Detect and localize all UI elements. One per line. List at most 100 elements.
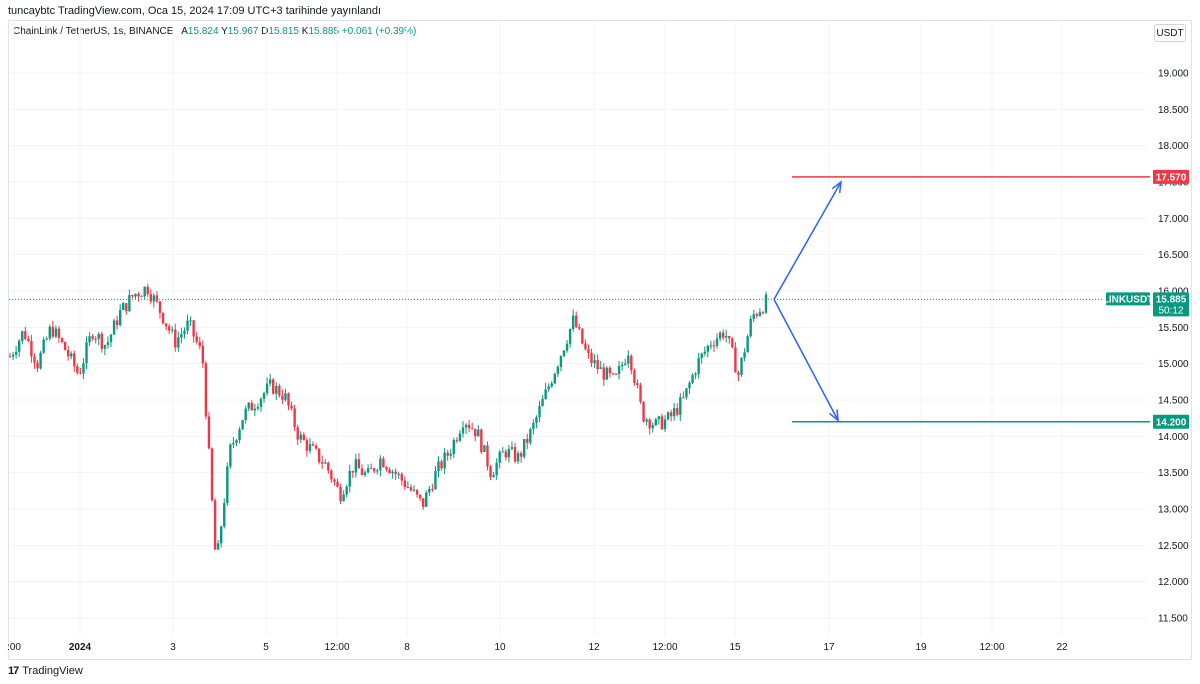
candle-body [504, 451, 508, 458]
candle-body [284, 393, 287, 400]
candle-body [761, 312, 765, 314]
candle-body [36, 362, 39, 369]
candle-body [590, 353, 593, 364]
ohlc-legend: ChainLink / TetherUS, 1s, BINANCE A15.82… [13, 26, 416, 37]
candle-body [633, 370, 636, 384]
candle-body [541, 399, 544, 407]
candle-body [639, 385, 642, 402]
candle-body [611, 373, 615, 375]
candle-body [122, 303, 125, 310]
candle-body [232, 442, 235, 445]
candle-body [275, 385, 278, 394]
candle-body [593, 360, 596, 364]
candle-body [268, 379, 272, 384]
candle-body [278, 385, 281, 396]
candle-body [498, 451, 501, 463]
candle-body [183, 330, 186, 334]
symbol-badge [1106, 292, 1150, 306]
close-value: 15.885 [308, 26, 340, 37]
candle-body [311, 444, 315, 446]
candle-body [492, 475, 495, 478]
candle-body [21, 331, 24, 341]
candle-body [709, 345, 713, 347]
candle-body [746, 336, 749, 353]
candle-body [186, 320, 189, 331]
candle-body [253, 408, 257, 411]
candle-body [669, 412, 673, 417]
candle-body [470, 428, 474, 430]
candle-body [418, 494, 422, 499]
candle-body [180, 333, 183, 338]
candle-body [581, 328, 584, 344]
currency-button[interactable]: USDT [1154, 24, 1186, 42]
candle-body [731, 338, 734, 348]
candle-body [85, 342, 88, 364]
candle-body [314, 445, 318, 449]
candle-body [115, 320, 119, 326]
candle-body [474, 428, 477, 437]
candle-body [458, 433, 462, 441]
candle-body [305, 440, 309, 451]
candle-body [636, 383, 639, 386]
candle-body [743, 352, 746, 358]
candle-body [357, 459, 361, 469]
candle-body [30, 340, 33, 357]
candle-body [663, 419, 667, 430]
candle-body [526, 439, 529, 443]
candle-body [51, 326, 55, 337]
symbol-title[interactable]: ChainLink / TetherUS, 1s, BINANCE [13, 26, 174, 37]
candle-body [103, 345, 107, 349]
candle-body [226, 466, 229, 504]
candle-body [229, 444, 232, 467]
candle-body [571, 315, 575, 330]
bar-countdown-label: 50:12 [1158, 305, 1183, 316]
candle-body [207, 416, 211, 449]
candles [8, 283, 768, 550]
candle-body [691, 375, 694, 383]
candle-body [155, 295, 159, 302]
candle-body [703, 351, 706, 354]
candle-body [131, 295, 134, 297]
candle-body [599, 367, 602, 369]
time-tick-label: 12:00 [979, 642, 1004, 653]
candle-body [403, 480, 407, 488]
candle-body [654, 419, 658, 426]
candle-body [737, 372, 740, 375]
candle-body [17, 340, 21, 352]
candle-body [715, 338, 719, 346]
projection-arrows [773, 180, 842, 423]
candle-body [100, 333, 104, 349]
candle-body [425, 492, 428, 507]
candle-body [642, 401, 645, 422]
candle-body [333, 479, 336, 482]
candle-body [630, 355, 633, 371]
candle-body [137, 293, 140, 297]
candle-body [657, 416, 661, 420]
candle-body [66, 350, 70, 357]
candle-body [376, 470, 379, 472]
support-badge [1153, 414, 1189, 429]
candle-body [320, 462, 324, 464]
candle-body [415, 489, 419, 495]
candle-body [360, 468, 364, 476]
time-tick-label: 12:00 [324, 642, 349, 653]
candle-body [308, 444, 312, 451]
candle-body [394, 471, 397, 475]
candle-body [158, 301, 162, 313]
tradingview-logo[interactable]: 17 TradingView [8, 665, 83, 677]
candle-body [449, 454, 452, 456]
candle-body [290, 405, 293, 409]
price-tick-label: 16.500 [1158, 250, 1189, 261]
candle-body [54, 328, 58, 337]
price-tick-label: 14.000 [1158, 432, 1189, 443]
candle-body [385, 467, 388, 470]
candle-body [244, 408, 247, 421]
candle-body [161, 312, 165, 324]
candle-body [617, 366, 621, 375]
candle-body [676, 408, 679, 415]
candle-body [171, 329, 174, 331]
candle-body [48, 326, 51, 339]
candle-body [532, 423, 535, 430]
arrow-head [829, 409, 839, 423]
